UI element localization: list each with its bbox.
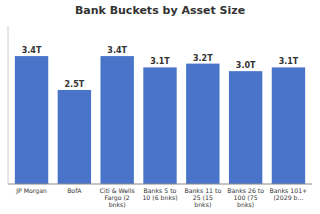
x-tick-label: Banks 26 to100 (75bnks) xyxy=(227,187,264,208)
x-tick-label: JP Morgan xyxy=(15,187,47,195)
bar xyxy=(58,90,91,184)
x-tick-label: BofA xyxy=(67,187,82,194)
data-label: 3.4T xyxy=(22,46,42,55)
x-tick-label: Banks 101+(2029 b... xyxy=(270,187,308,201)
bar xyxy=(229,71,262,184)
data-label: 3.4T xyxy=(107,46,127,55)
chart: Bank Buckets by Asset Size 3.4T 2.5T 3.4T 3.… xyxy=(0,0,320,214)
bar xyxy=(272,67,305,184)
data-label: 3.1T xyxy=(150,57,170,66)
x-tick-label: Banks 11 to25 (15bnks) xyxy=(184,187,221,208)
x-axis-line xyxy=(8,184,312,185)
x-tick-label: Citi & WellsFargo (2bnks) xyxy=(100,187,135,208)
data-label: 3.1T xyxy=(279,57,299,66)
bars xyxy=(15,56,305,184)
data-label: 3.2T xyxy=(193,54,213,63)
bar xyxy=(186,64,219,184)
data-label: 2.5T xyxy=(65,80,85,89)
x-tick-label: Banks 5 to10 (6 bnks) xyxy=(142,187,177,201)
y-axis-line xyxy=(8,26,9,184)
title: Bank Buckets by Asset Size xyxy=(75,4,245,17)
data-label: 3.0T xyxy=(236,61,256,70)
bar xyxy=(15,56,48,184)
bar xyxy=(143,67,176,184)
bar xyxy=(100,56,133,184)
